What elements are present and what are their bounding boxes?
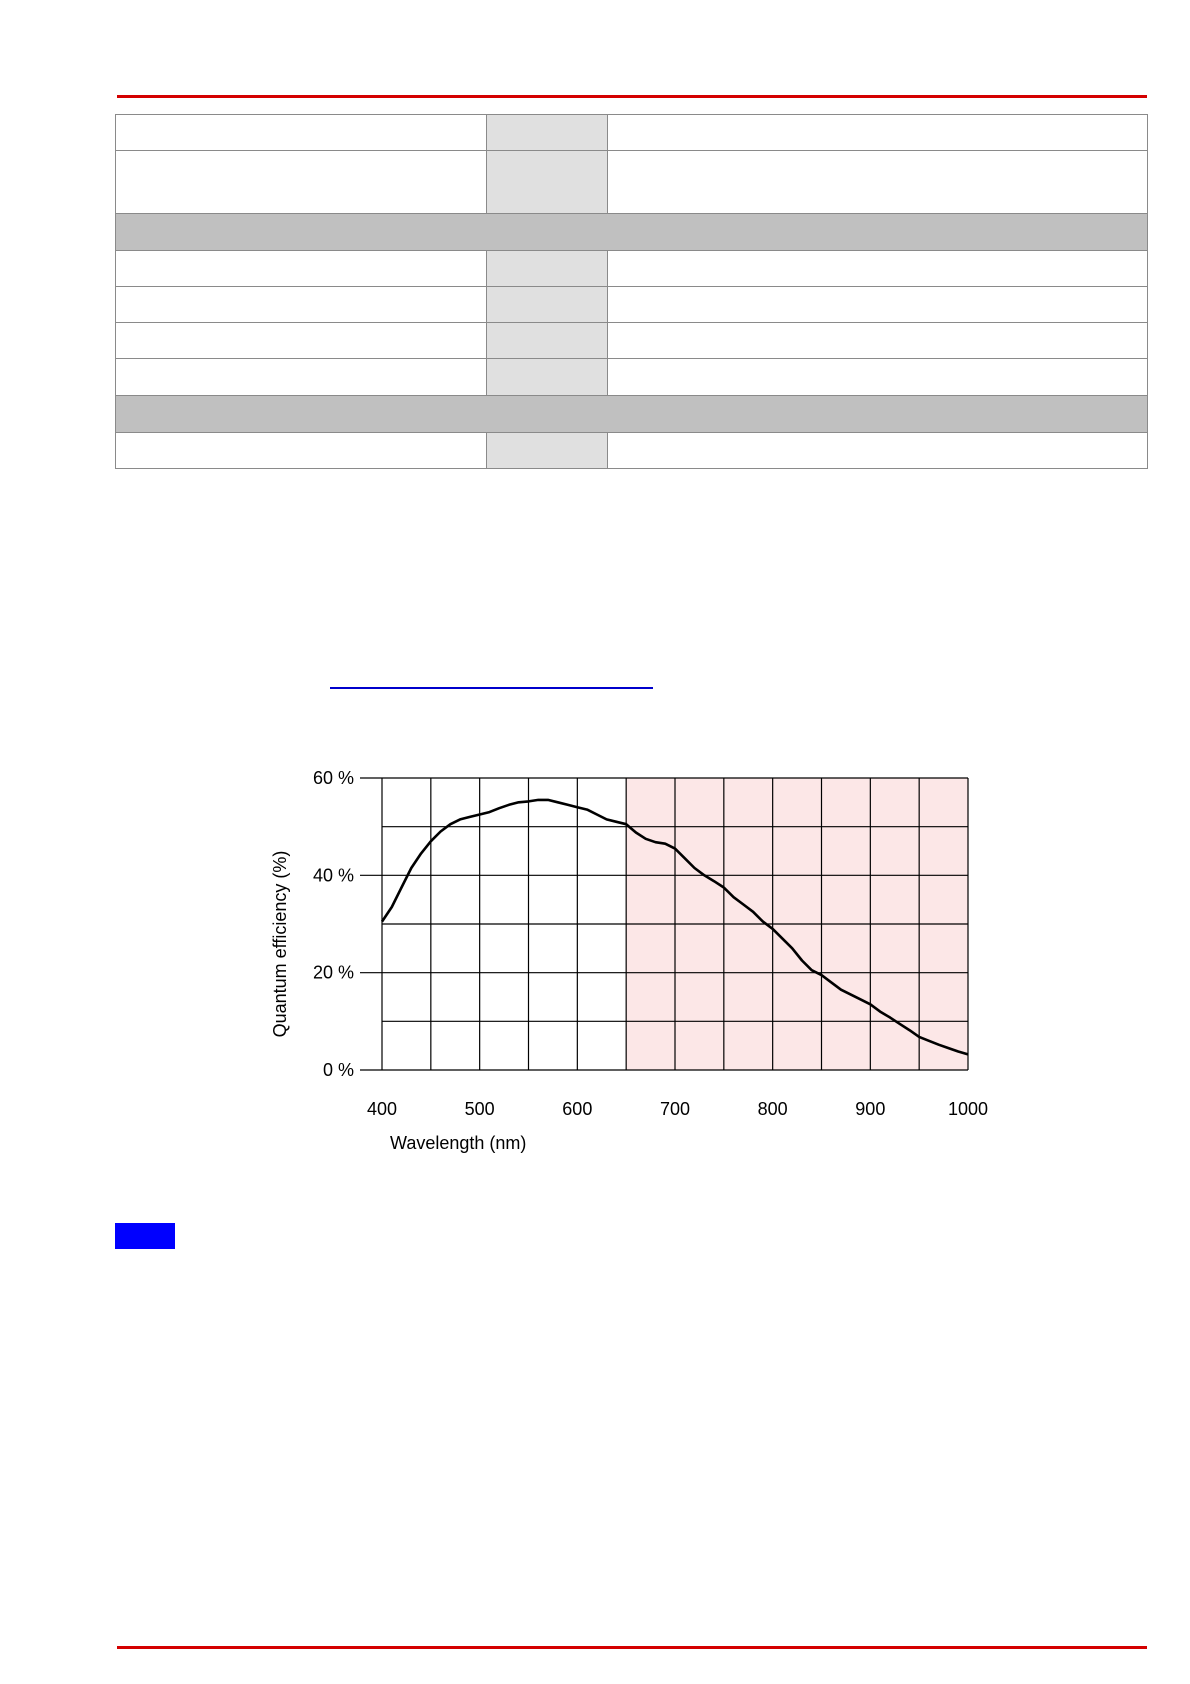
- table-row: [115, 322, 1148, 359]
- unit-cell: [486, 358, 608, 396]
- y-axis-label: Quantum efficiency (%): [270, 851, 290, 1038]
- unit-cell: [486, 432, 608, 469]
- unit-cell: [486, 114, 608, 151]
- section-header-cell: [115, 213, 1148, 251]
- header-rule: [117, 95, 1147, 98]
- y-tick-label: 0 %: [323, 1060, 354, 1080]
- value-cell: [607, 322, 1148, 359]
- table-row: [115, 358, 1148, 396]
- parameter-cell: [115, 114, 487, 151]
- table-section-row: [115, 213, 1148, 251]
- x-tick-label: 900: [855, 1099, 885, 1119]
- table-row: [115, 250, 1148, 287]
- quantum-efficiency-chart: 400 500 600 700 800 900 1000 0 % 20 % 40 % 60 % Wav…: [270, 768, 988, 1153]
- table-row: [115, 114, 1148, 151]
- spec-table-body: [115, 114, 1148, 469]
- value-cell: [607, 286, 1148, 323]
- table-section-row: [115, 395, 1148, 433]
- value-cell: [607, 432, 1148, 469]
- parameter-cell: [115, 250, 487, 287]
- value-cell: [607, 114, 1148, 151]
- x-tick-label: 1000: [948, 1099, 988, 1119]
- y-tick-label: 20 %: [313, 963, 354, 983]
- y-tick-label: 60 %: [313, 768, 354, 788]
- x-tick-label: 400: [367, 1099, 397, 1119]
- y-tick-label: 40 %: [313, 865, 354, 885]
- value-cell: [607, 358, 1148, 396]
- table-row: [115, 150, 1148, 214]
- parameter-cell: [115, 150, 487, 214]
- link-underline[interactable]: [330, 687, 653, 689]
- spec-table: [115, 114, 1148, 469]
- x-axis-label: Wavelength (nm): [390, 1133, 526, 1153]
- unit-cell: [486, 250, 608, 287]
- note-badge: [115, 1223, 175, 1249]
- value-cell: [607, 150, 1148, 214]
- section-header-cell: [115, 395, 1148, 433]
- value-cell: [607, 250, 1148, 287]
- parameter-cell: [115, 432, 487, 469]
- x-tick-label: 800: [758, 1099, 788, 1119]
- table-row: [115, 432, 1148, 469]
- unit-cell: [486, 150, 608, 214]
- unit-cell: [486, 286, 608, 323]
- x-tick-label: 600: [562, 1099, 592, 1119]
- footer-rule: [117, 1646, 1147, 1649]
- parameter-cell: [115, 358, 487, 396]
- table-row: [115, 286, 1148, 323]
- parameter-cell: [115, 286, 487, 323]
- unit-cell: [486, 322, 608, 359]
- x-tick-label: 700: [660, 1099, 690, 1119]
- qe-curve: [380, 798, 969, 1056]
- parameter-cell: [115, 322, 487, 359]
- x-tick-label: 500: [465, 1099, 495, 1119]
